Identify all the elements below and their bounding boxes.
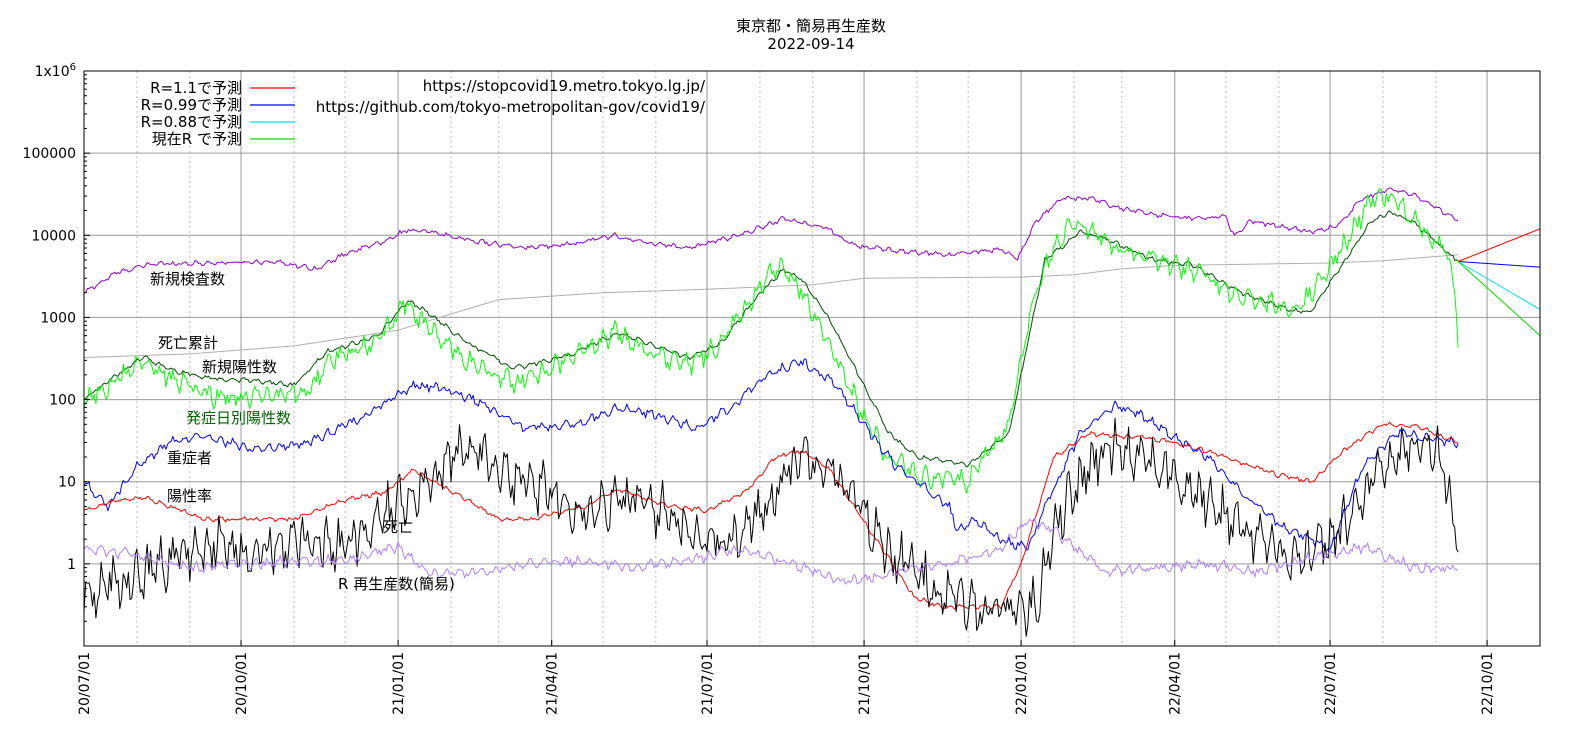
label-deaths: 死亡: [383, 518, 413, 536]
label-positives: 新規陽性数: [202, 358, 277, 376]
x-tick-label: 20/10/01: [234, 652, 250, 715]
x-tick-label: 21/10/01: [857, 652, 873, 715]
x-tick-label: 22/04/01: [1168, 652, 1184, 715]
label-severe: 重症者: [167, 449, 212, 467]
x-tick-label: 21/01/01: [391, 652, 407, 715]
x-tick-label: 21/04/01: [545, 652, 561, 715]
legend-label-r0-99: R=0.99で予測: [141, 96, 242, 114]
series-line-pred_r1_1: [1457, 228, 1540, 262]
label-onset: 発症日別陽性数: [186, 409, 291, 427]
label-r: R 再生産数(簡易): [338, 575, 455, 593]
y-tick-label-top: 1x106: [35, 62, 76, 80]
legend-label-r1-1: R=1.1で予測: [150, 79, 242, 97]
label-tests: 新規検査数: [150, 270, 225, 288]
source-url-2: https://github.com/tokyo-metropolitan-go…: [316, 98, 706, 116]
series-line-pos_rate: [84, 421, 1459, 610]
x-tick-label: 21/07/01: [700, 652, 716, 715]
y-tick-label: 10000: [31, 228, 76, 244]
x-tick-label: 22/07/01: [1323, 652, 1339, 715]
series-layer: [84, 187, 1540, 637]
series-annotations: 新規検査数 死亡累計 新規陽性数 発症日別陽性数 重症者 陽性率 死亡 R 再生…: [150, 270, 455, 593]
y-tick-label: 1: [67, 557, 76, 573]
x-tick-label: 22/01/01: [1014, 652, 1030, 715]
series-line-pred_r0_88: [1457, 261, 1540, 310]
legend-label-r0-88: R=0.88で予測: [141, 113, 242, 131]
y-tick-label: 100: [49, 393, 76, 409]
tick-layer: 1 10 100 1000 10000 100000 1x106 20/07/01 20/10/…: [23, 62, 1497, 715]
series-line-positives: [84, 210, 1459, 468]
y-tick-label: 100000: [23, 146, 76, 162]
series-line-R: [84, 517, 1459, 585]
series-line-severe: [84, 358, 1459, 552]
chart-title: 東京都・簡易再生産数: [736, 17, 886, 35]
grid-layer: [84, 71, 1540, 646]
series-line-onset: [84, 188, 1459, 494]
series-line-tests: [84, 187, 1459, 293]
series-line-pred_current: [1457, 261, 1540, 337]
label-cum-deaths: 死亡累計: [158, 334, 218, 352]
label-pos-rate: 陽性率: [167, 487, 212, 505]
source-url-1: https://stopcovid19.metro.tokyo.lg.jp/: [423, 77, 706, 95]
plot-frame: [83, 70, 1541, 647]
chart-subtitle: 2022-09-14: [767, 35, 854, 53]
y-tick-label: 1000: [40, 310, 76, 326]
series-line-pred_r0_99: [1458, 261, 1540, 268]
x-tick-label: 22/10/01: [1480, 652, 1496, 715]
x-tick-label: 20/07/01: [77, 652, 93, 715]
legend: R=1.1で予測 R=0.99で予測 R=0.88で予測 現在R で予測: [141, 79, 295, 148]
series-line-deaths: [84, 417, 1459, 637]
legend-label-current: 現在R で予測: [152, 130, 242, 148]
y-tick-label: 10: [58, 475, 76, 491]
